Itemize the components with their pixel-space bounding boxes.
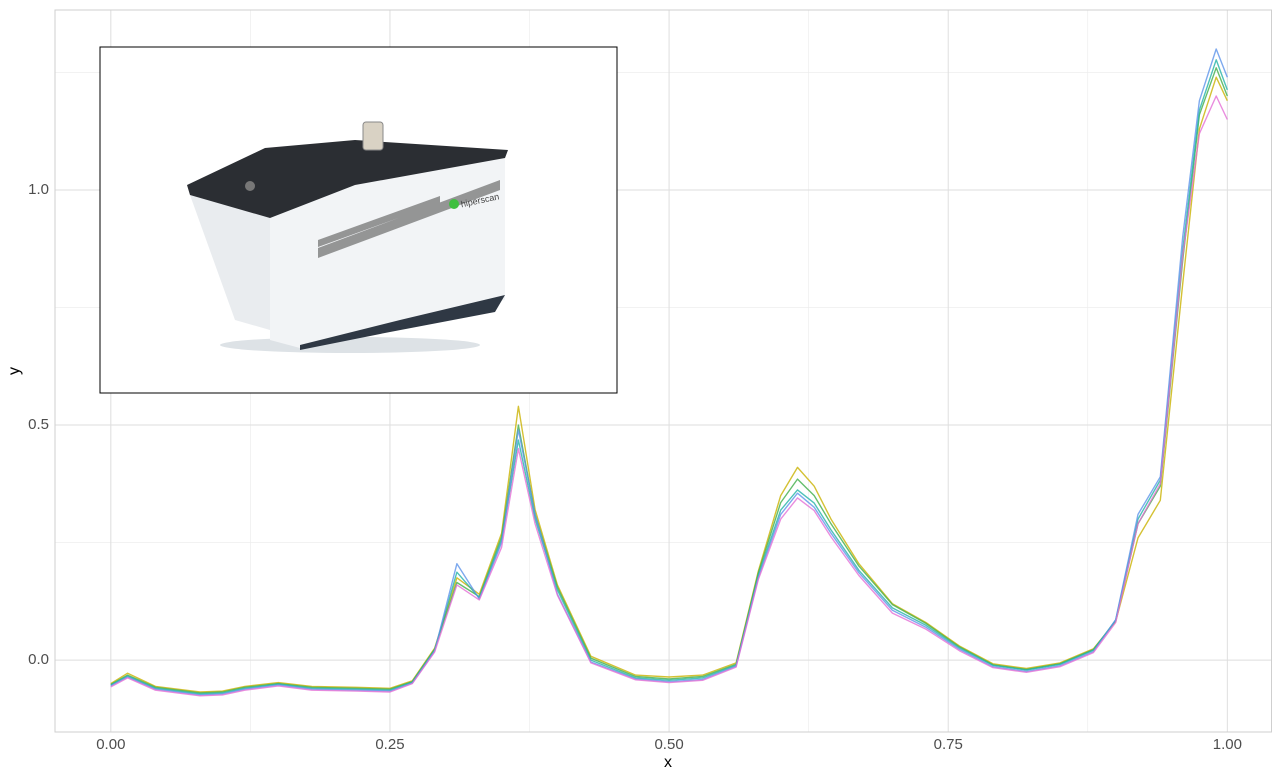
button bbox=[245, 181, 255, 191]
y-tick-label: 1.0 bbox=[28, 181, 49, 198]
device-base bbox=[300, 295, 505, 350]
x-axis-title: x bbox=[664, 754, 672, 769]
series-line bbox=[110, 95, 1228, 697]
x-tick-label: 0.75 bbox=[934, 736, 963, 753]
inset-photo: hiperscan bbox=[99, 46, 618, 394]
sample-vial bbox=[362, 121, 384, 151]
x-tick-label: 0.25 bbox=[375, 736, 404, 753]
y-tick-label: 0.5 bbox=[28, 416, 49, 433]
x-tick-label: 1.00 bbox=[1213, 736, 1242, 753]
device-side bbox=[190, 195, 270, 330]
device-lid bbox=[187, 140, 508, 218]
lines bbox=[110, 48, 1228, 697]
x-tick-label: 0.50 bbox=[654, 736, 683, 753]
y-axis-title: y bbox=[6, 367, 23, 375]
y-tick-label: 0.0 bbox=[28, 651, 49, 668]
x-tick-label: 0.00 bbox=[96, 736, 125, 753]
series-line bbox=[110, 59, 1228, 695]
logo-icon bbox=[449, 199, 459, 209]
